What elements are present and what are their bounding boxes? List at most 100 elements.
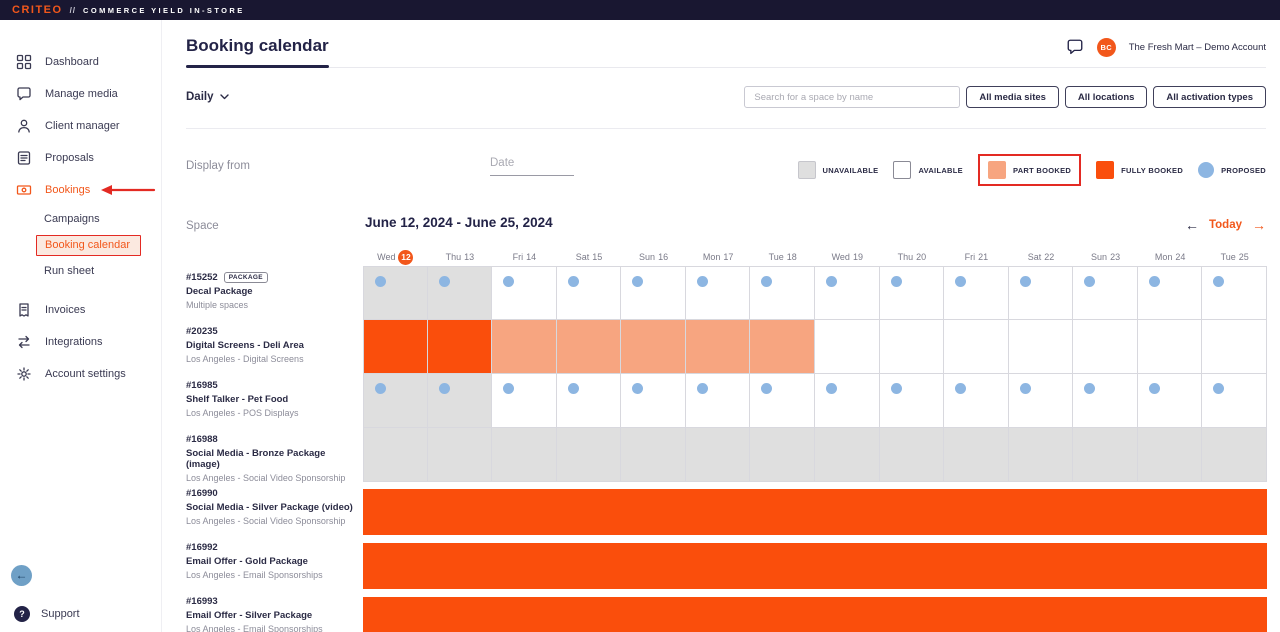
prev-period-button[interactable]: ← (1184, 217, 1199, 233)
calendar-cell-unavailable[interactable] (1202, 428, 1267, 482)
calendar-cell-fully-booked[interactable] (814, 489, 880, 535)
calendar-cell-fully-booked[interactable] (944, 543, 1009, 589)
calendar-cell-available-proposed[interactable] (814, 266, 880, 320)
calendar-cell-fully-booked[interactable] (944, 489, 1009, 535)
sidebar-item-manage-media[interactable]: Manage media (0, 78, 161, 110)
calendar-cell-unavailable-proposed[interactable] (363, 266, 428, 320)
sidebar-item-run-sheet[interactable]: Run sheet (0, 258, 161, 284)
avatar[interactable]: BC (1096, 37, 1116, 57)
calendar-cell-available-proposed[interactable] (1137, 266, 1203, 320)
calendar-cell-unavailable[interactable] (685, 428, 751, 482)
calendar-cell-available[interactable] (1073, 320, 1138, 374)
sidebar-item-integrations[interactable]: Integrations (0, 326, 161, 358)
calendar-cell-fully-booked[interactable] (1008, 489, 1074, 535)
calendar-cell-fully-booked[interactable] (363, 543, 428, 589)
calendar-cell-available[interactable] (814, 320, 880, 374)
support-link[interactable]: ? Support (14, 606, 80, 622)
calendar-cell-unavailable[interactable] (750, 428, 815, 482)
activation-types-filter-button[interactable]: All activation types (1153, 86, 1266, 108)
calendar-cell-available-proposed[interactable] (556, 266, 622, 320)
calendar-cell-fully-booked[interactable] (1202, 597, 1267, 632)
calendar-cell-unavailable[interactable] (427, 428, 493, 482)
calendar-cell-available-proposed[interactable] (750, 266, 815, 320)
calendar-cell-unavailable[interactable] (1008, 428, 1074, 482)
sidebar-item-invoices[interactable]: Invoices (0, 294, 161, 326)
calendar-cell-part-booked[interactable] (492, 320, 557, 374)
calendar-cell-available-proposed[interactable] (492, 266, 557, 320)
calendar-cell-fully-booked[interactable] (1202, 543, 1267, 589)
calendar-cell-available[interactable] (944, 320, 1009, 374)
calendar-cell-fully-booked[interactable] (1202, 489, 1267, 535)
calendar-cell-fully-booked[interactable] (1137, 489, 1203, 535)
calendar-cell-available-proposed[interactable] (685, 266, 751, 320)
chat-bubble-icon[interactable] (1066, 38, 1084, 56)
calendar-cell-available-proposed[interactable] (492, 374, 557, 428)
sidebar-item-dashboard[interactable]: Dashboard (0, 46, 161, 78)
calendar-cell-available-proposed[interactable] (879, 374, 945, 428)
calendar-cell-unavailable[interactable] (1073, 428, 1138, 482)
calendar-cell-fully-booked[interactable] (750, 543, 815, 589)
calendar-cell-fully-booked[interactable] (685, 543, 751, 589)
calendar-cell-available[interactable] (1137, 320, 1203, 374)
calendar-cell-available[interactable] (1202, 320, 1267, 374)
calendar-cell-fully-booked[interactable] (492, 597, 557, 632)
calendar-cell-fully-booked[interactable] (492, 489, 557, 535)
calendar-cell-fully-booked[interactable] (1073, 543, 1138, 589)
today-button[interactable]: Today (1208, 219, 1242, 231)
sidebar-item-account-settings[interactable]: Account settings (0, 358, 161, 390)
calendar-cell-available-proposed[interactable] (1008, 266, 1074, 320)
calendar-cell-fully-booked[interactable] (879, 543, 945, 589)
calendar-cell-fully-booked[interactable] (1137, 597, 1203, 632)
calendar-cell-fully-booked[interactable] (1073, 489, 1138, 535)
calendar-cell-available-proposed[interactable] (1137, 374, 1203, 428)
date-input[interactable] (490, 150, 574, 176)
calendar-cell-part-booked[interactable] (556, 320, 622, 374)
calendar-cell-fully-booked[interactable] (814, 597, 880, 632)
sidebar-item-campaigns[interactable]: Campaigns (0, 206, 161, 232)
calendar-cell-available-proposed[interactable] (1202, 266, 1267, 320)
sidebar-item-client-manager[interactable]: Client manager (0, 110, 161, 142)
calendar-cell-part-booked[interactable] (621, 320, 686, 374)
calendar-cell-fully-booked[interactable] (621, 543, 686, 589)
calendar-cell-available-proposed[interactable] (879, 266, 945, 320)
calendar-cell-fully-booked[interactable] (556, 543, 622, 589)
calendar-cell-available-proposed[interactable] (814, 374, 880, 428)
calendar-cell-available-proposed[interactable] (621, 374, 686, 428)
calendar-cell-available-proposed[interactable] (1008, 374, 1074, 428)
calendar-cell-fully-booked[interactable] (1008, 597, 1074, 632)
calendar-cell-available-proposed[interactable] (685, 374, 751, 428)
calendar-cell-fully-booked[interactable] (750, 597, 815, 632)
calendar-cell-fully-booked[interactable] (363, 320, 428, 374)
calendar-cell-available-proposed[interactable] (556, 374, 622, 428)
calendar-cell-unavailable[interactable] (492, 428, 557, 482)
calendar-cell-part-booked[interactable] (685, 320, 751, 374)
calendar-cell-fully-booked[interactable] (621, 489, 686, 535)
search-input[interactable] (744, 86, 961, 108)
calendar-cell-fully-booked[interactable] (685, 489, 751, 535)
calendar-cell-unavailable[interactable] (621, 428, 686, 482)
sidebar-item-booking-calendar[interactable]: Booking calendar (0, 232, 161, 258)
calendar-cell-fully-booked[interactable] (685, 597, 751, 632)
sidebar-item-proposals[interactable]: Proposals (0, 142, 161, 174)
calendar-cell-unavailable[interactable] (879, 428, 945, 482)
next-period-button[interactable]: → (1252, 217, 1266, 233)
calendar-cell-fully-booked[interactable] (427, 543, 493, 589)
calendar-cell-unavailable[interactable] (944, 428, 1009, 482)
calendar-cell-unavailable[interactable] (814, 428, 880, 482)
calendar-cell-available[interactable] (879, 320, 945, 374)
calendar-cell-fully-booked[interactable] (556, 489, 622, 535)
calendar-cell-fully-booked[interactable] (427, 489, 493, 535)
calendar-cell-fully-booked[interactable] (427, 597, 493, 632)
calendar-cell-fully-booked[interactable] (879, 489, 945, 535)
calendar-cell-fully-booked[interactable] (944, 597, 1009, 632)
calendar-cell-available-proposed[interactable] (1073, 374, 1138, 428)
calendar-cell-fully-booked[interactable] (363, 489, 428, 535)
collapse-sidebar-button[interactable]: ← (11, 565, 32, 586)
calendar-cell-fully-booked[interactable] (1073, 597, 1138, 632)
calendar-cell-available[interactable] (1008, 320, 1074, 374)
calendar-cell-fully-booked[interactable] (621, 597, 686, 632)
calendar-cell-unavailable-proposed[interactable] (427, 374, 493, 428)
calendar-cell-fully-booked[interactable] (363, 597, 428, 632)
calendar-cell-fully-booked[interactable] (1008, 543, 1074, 589)
view-mode-dropdown[interactable]: Daily (186, 91, 229, 103)
